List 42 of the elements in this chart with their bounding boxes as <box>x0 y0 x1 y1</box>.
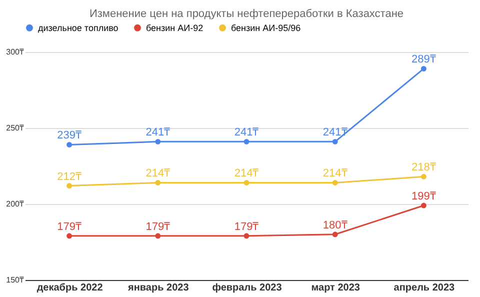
point <box>420 174 426 180</box>
data-label: 179₸ <box>146 220 170 233</box>
point <box>332 232 338 238</box>
data-label: 241₸ <box>234 126 259 139</box>
data-label: 180₸ <box>322 219 348 232</box>
data-label: 214₸ <box>234 168 259 180</box>
point <box>244 138 250 144</box>
legend-label: дизельное топливо <box>38 22 118 33</box>
point <box>66 142 72 148</box>
chart-title: Изменение цен на продукты нефтепереработки в Казахстане <box>89 8 404 20</box>
data-label: 199₸ <box>412 190 436 203</box>
data-label: 214₸ <box>322 168 348 180</box>
y-tick-label: 200₸ <box>6 200 24 208</box>
point <box>244 180 250 186</box>
x-tick-label: апрель 2023 <box>394 282 456 294</box>
data-label: 289₸ <box>412 54 436 66</box>
x-tick-label: март 2023 <box>311 282 360 294</box>
point <box>420 66 426 72</box>
x-tick-label: январь 2023 <box>128 282 190 294</box>
data-label: 179₸ <box>57 220 82 233</box>
data-label: 214₸ <box>146 168 170 180</box>
y-tick-label: 300₸ <box>6 48 24 56</box>
data-label: 241₸ <box>146 126 170 139</box>
data-label: 179₸ <box>234 220 259 233</box>
data-label: 212₸ <box>57 170 82 183</box>
point <box>244 233 250 239</box>
point <box>66 233 72 239</box>
point <box>332 138 338 144</box>
data-label: 239₸ <box>57 130 82 142</box>
point <box>155 233 161 239</box>
point <box>420 202 426 208</box>
point <box>155 138 161 144</box>
point <box>66 183 72 188</box>
legend-label: бензин АИ-92 <box>146 22 204 33</box>
point <box>332 180 338 186</box>
point <box>155 180 161 186</box>
y-tick-label: 150₸ <box>6 276 24 284</box>
x-tick-label: декабрь 2022 <box>36 282 104 294</box>
data-label: 218₸ <box>412 162 436 174</box>
y-tick-label: 250₸ <box>6 124 24 132</box>
x-tick-label: февраль 2023 <box>212 282 282 294</box>
legend-label: бензин АИ-95/96 <box>231 22 301 33</box>
